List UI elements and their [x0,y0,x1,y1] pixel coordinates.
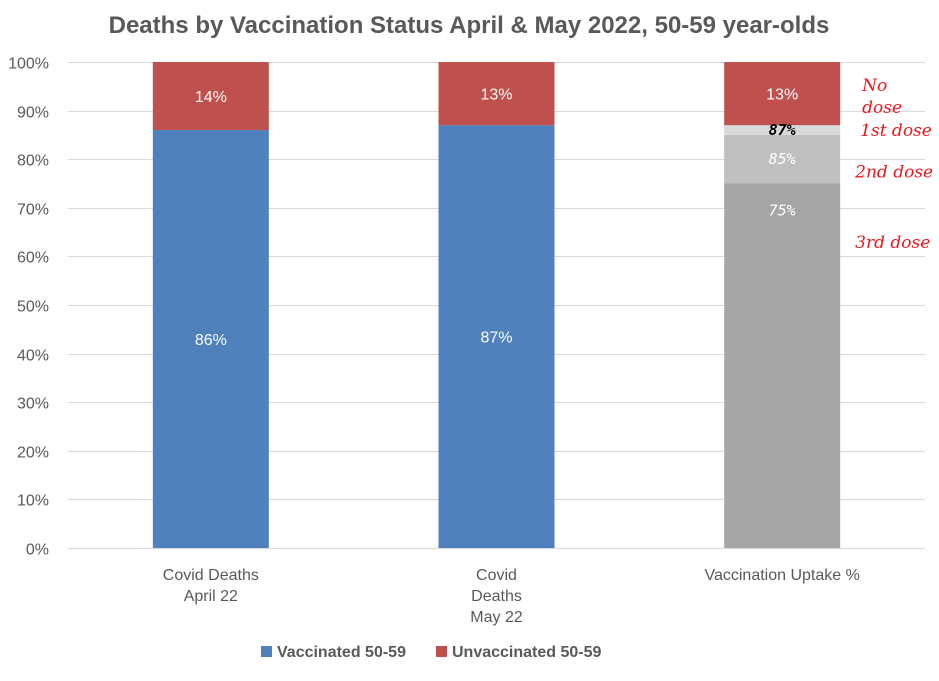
bars [152,62,841,549]
legend: Vaccinated 50-59 Unvaccinated 50-59 [261,644,602,661]
bar-vaccinated [152,130,269,549]
y-tick-label: 90% [17,105,49,122]
x-category-label: Covid Deaths [163,567,259,584]
x-category-label: Deaths [471,588,522,605]
data-labels: 86% 14% 87% 13% 75% 85% 87% 13% [195,87,798,349]
bar-uptake-segment [724,134,841,184]
legend-swatch [261,646,272,657]
bar-uptake-segment [724,183,841,548]
chart-title: Deaths by Vaccination Status April & May… [109,12,830,39]
dose-annotation: 2nd dose [854,162,933,182]
data-label-unvaccinated: 13% [766,87,798,104]
y-tick-label: 20% [17,445,49,462]
data-label-vaccinated: 87% [480,330,512,347]
dose-annotation: 1st dose [860,121,932,141]
data-label-uptake: 85% [769,150,796,168]
x-category-label: Covid [476,567,517,584]
bar-unvaccinated [724,62,841,126]
bar-uptake-segment [724,125,841,135]
y-tick-label: 100% [8,56,49,73]
y-tick-label: 10% [17,493,49,510]
dose-annotation: No [861,76,887,96]
legend-label: Vaccinated 50-59 [277,644,406,661]
y-tick-label: 60% [17,250,49,267]
data-label-unvaccinated: 13% [480,87,512,104]
y-tick-label: 0% [26,542,49,559]
bar-vaccinated [438,125,555,549]
x-axis-categories: Covid Deaths April 22 Covid Deaths May 22 Vac… [163,567,860,626]
legend-label: Unvaccinated 50-59 [452,644,602,661]
data-label-uptake: 87% [769,121,796,139]
y-tick-label: 40% [17,348,49,365]
y-tick-label: 50% [17,299,49,316]
x-category-label: Vaccination Uptake % [704,567,859,584]
legend-swatch [436,646,447,657]
x-category-label: May 22 [470,609,523,626]
data-label-uptake: 75% [769,202,796,220]
dose-annotation: dose [862,98,902,118]
dose-annotation: 3rd dose [855,233,930,253]
bar-unvaccinated [438,62,555,126]
y-tick-label: 30% [17,396,49,413]
bar-unvaccinated [152,62,269,131]
data-label-unvaccinated: 14% [195,89,227,106]
y-tick-label: 70% [17,202,49,219]
data-label-vaccinated: 86% [195,332,227,349]
y-tick-label: 80% [17,153,49,170]
x-category-label: April 22 [184,588,238,605]
y-axis-ticks: 0% 10% 20% 30% 40% 50% 60% 70% 80% 90% 100% [8,56,49,559]
